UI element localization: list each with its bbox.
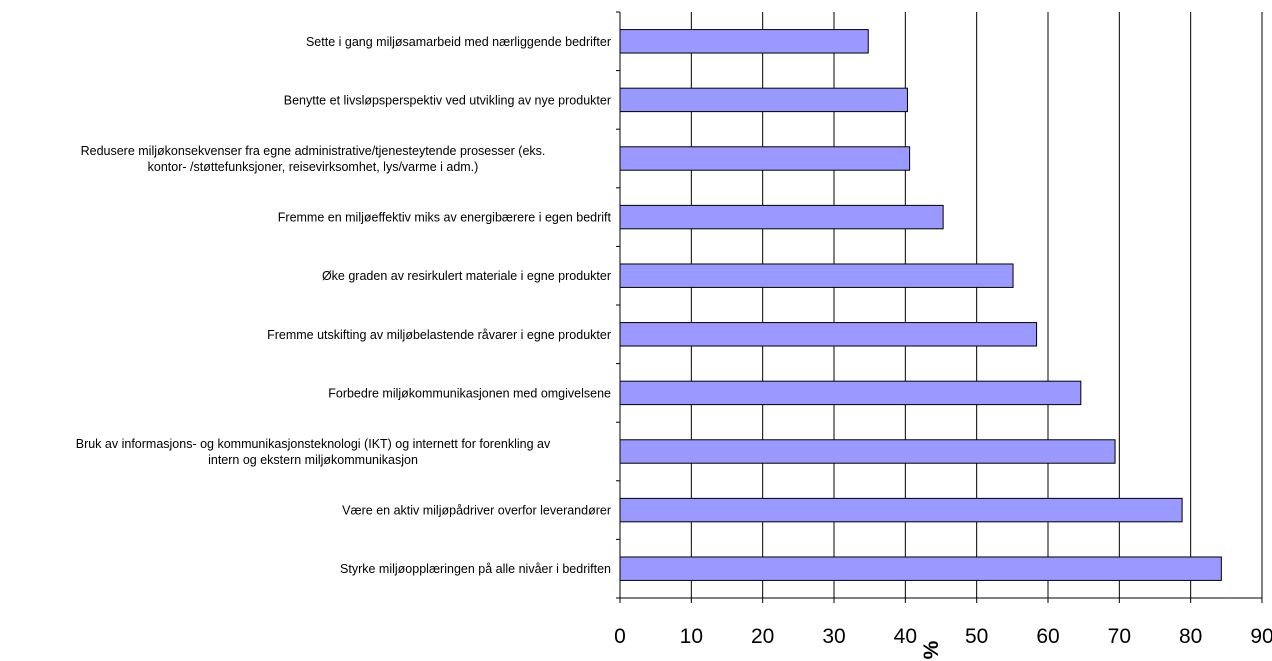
x-tick-label-70: 70 <box>1108 625 1131 648</box>
x-tick-labels: 0 10 20 30 40 50 60 70 80 90 <box>614 625 1272 648</box>
bar-6 <box>619 263 1014 288</box>
x-tick-label-30: 30 <box>822 625 845 648</box>
x-axis-title: % <box>920 640 943 659</box>
category-label-8-line-2: kontor- /støttefunksjoner, reisevirksomh… <box>148 160 479 174</box>
axes <box>616 11 1263 603</box>
category-label-3-line-1: Bruk av informasjons- og kommunikasjonst… <box>76 437 551 451</box>
x-tick-label-40: 40 <box>894 625 917 648</box>
category-label-9: Benytte et livsløpsperspektiv ved utvikl… <box>284 93 611 107</box>
category-label-7: Fremme en miljøeffektiv miks av energibæ… <box>278 211 612 225</box>
bar-3 <box>619 439 1116 464</box>
bar-9 <box>619 87 908 113</box>
bar-1 <box>619 556 1222 581</box>
category-label-8-line-1: Redusere miljøkonsekvenser fra egne admi… <box>81 144 546 158</box>
x-tick-label-90: 90 <box>1250 625 1272 648</box>
category-label-6: Øke graden av resirkulert materiale i eg… <box>322 269 611 283</box>
bars <box>619 29 1222 581</box>
bar-8 <box>619 146 911 171</box>
x-tick-label-20: 20 <box>751 625 774 648</box>
bar-4 <box>619 380 1082 406</box>
category-labels: Styrke miljøopplæringen på alle nivåer i… <box>76 35 612 576</box>
category-label-1: Styrke miljøopplæringen på alle nivåer i… <box>340 562 611 576</box>
category-label-2: Være en aktiv miljøpådriver overfor leve… <box>342 504 611 518</box>
x-tick-label-10: 10 <box>680 625 703 648</box>
category-label-5: Fremme utskifting av miljøbelastende råv… <box>267 328 611 342</box>
x-tick-label-0: 0 <box>614 625 626 648</box>
bar-2 <box>619 497 1183 523</box>
bar-7 <box>619 204 944 230</box>
x-tick-label-80: 80 <box>1179 625 1202 648</box>
bar-10 <box>619 29 869 54</box>
bar-5 <box>619 322 1038 347</box>
category-label-10: Sette i gang miljøsamarbeid med nærligge… <box>306 35 611 49</box>
x-tick-label-50: 50 <box>965 625 988 648</box>
category-label-3-line-2: intern og ekstern miljøkommunikasjon <box>208 453 418 467</box>
x-tick-label-60: 60 <box>1036 625 1059 648</box>
category-label-4: Forbedre miljøkommunikasjonen med omgive… <box>328 386 611 400</box>
